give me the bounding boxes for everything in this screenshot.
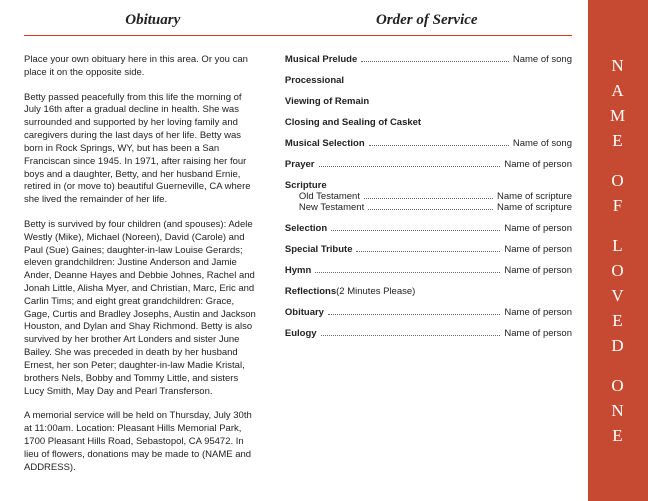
sidebar-letter: M (610, 106, 626, 126)
service-label: Old Testament (299, 191, 360, 202)
service-label: Musical Prelude (285, 54, 357, 65)
service-row: Selection Name of person (285, 223, 572, 234)
sidebar-letter: O (611, 171, 624, 191)
service-row: Eulogy Name of person (285, 328, 572, 339)
service-detail: Name of song (513, 138, 572, 149)
service-item: Reflections (2 Minutes Please) (285, 286, 572, 297)
sidebar-word: LOVED (611, 236, 624, 356)
service-label: Prayer (285, 159, 315, 170)
service-row: Musical Selection Name of song (285, 138, 572, 149)
obituary-paragraph: A memorial service will be held on Thurs… (24, 410, 259, 474)
service-detail: Name of person (504, 328, 572, 339)
service-item: Viewing of Remain (285, 96, 572, 107)
service-note: (2 Minutes Please) (336, 286, 415, 297)
obituary-paragraph: Betty is survived by four children (and … (24, 219, 259, 398)
dot-leader (319, 166, 501, 167)
service-row: Reflections (2 Minutes Please) (285, 286, 572, 297)
dot-leader (368, 209, 493, 210)
service-detail: Name of person (504, 307, 572, 318)
service-label: Eulogy (285, 328, 317, 339)
sidebar-word: ONE (611, 376, 624, 446)
service-label: Processional (285, 75, 344, 86)
dot-leader (331, 230, 500, 231)
dot-leader (369, 145, 509, 146)
main-panel: Obituary Order of Service Place your own… (0, 0, 588, 501)
service-row: Obituary Name of person (285, 307, 572, 318)
sidebar-word: NAME (610, 56, 626, 151)
dot-leader (361, 61, 509, 62)
service-label: New Testament (299, 202, 364, 213)
service-item: Closing and Sealing of Casket (285, 117, 572, 128)
dot-leader (315, 272, 500, 273)
columns: Place your own obituary here in this are… (24, 54, 572, 486)
service-row: Old Testament Name of scripture (285, 191, 572, 202)
service-label: Hymn (285, 265, 311, 276)
service-item: Musical Prelude Name of song (285, 54, 572, 65)
obituary-column: Place your own obituary here in this are… (24, 54, 259, 486)
service-detail: Name of song (513, 54, 572, 65)
service-column: Musical Prelude Name of song Processional V… (285, 54, 572, 486)
service-detail: Name of person (504, 265, 572, 276)
obituary-heading: Obituary (24, 12, 282, 29)
name-sidebar: NAMEOFLOVEDONE (588, 0, 648, 501)
service-detail: Name of person (504, 159, 572, 170)
service-row: Viewing of Remain (285, 96, 572, 107)
service-item: Obituary Name of person (285, 307, 572, 318)
sidebar-letter: V (611, 286, 624, 306)
service-row: Prayer Name of person (285, 159, 572, 170)
sidebar-letter: E (612, 426, 623, 446)
order-of-service-heading: Order of Service (282, 12, 572, 29)
sidebar-letter: N (611, 401, 624, 421)
service-item: Processional (285, 75, 572, 86)
dot-leader (321, 335, 501, 336)
service-label: Obituary (285, 307, 324, 318)
service-label: Reflections (285, 286, 336, 297)
sidebar-letter: A (611, 81, 624, 101)
sidebar-letter: L (612, 236, 623, 256)
obituary-paragraph: Betty passed peacefully from this life t… (24, 92, 259, 207)
service-item: Selection Name of person (285, 223, 572, 234)
service-item: Eulogy Name of person (285, 328, 572, 339)
dot-leader (356, 251, 500, 252)
sidebar-letter: O (611, 261, 624, 281)
service-row: Special Tribute Name of person (285, 244, 572, 255)
service-detail: Name of scripture (497, 202, 572, 213)
service-row: Musical Prelude Name of song (285, 54, 572, 65)
service-label: Musical Selection (285, 138, 365, 149)
service-item: Prayer Name of person (285, 159, 572, 170)
service-row: Hymn Name of person (285, 265, 572, 276)
sidebar-letter: E (612, 131, 623, 151)
service-row: New Testament Name of scripture (285, 202, 572, 213)
service-label: Closing and Sealing of Casket (285, 117, 421, 128)
service-detail: Name of scripture (497, 191, 572, 202)
service-label: Viewing of Remain (285, 96, 369, 107)
sidebar-word: OF (611, 171, 624, 216)
sidebar-letter: F (613, 196, 623, 216)
sidebar-letter: E (612, 311, 623, 331)
service-item: Special Tribute Name of person (285, 244, 572, 255)
service-detail: Name of person (504, 244, 572, 255)
service-item: Musical Selection Name of song (285, 138, 572, 149)
sidebar-letter: D (611, 336, 624, 356)
service-item: ScriptureOld TestamentName of scriptureN… (285, 180, 572, 213)
service-label: Scripture (285, 180, 327, 191)
service-detail: Name of person (504, 223, 572, 234)
service-label: Special Tribute (285, 244, 353, 255)
sidebar-letter: N (611, 56, 624, 76)
service-row: Scripture (285, 180, 572, 191)
headers-row: Obituary Order of Service (24, 12, 572, 36)
sidebar-letter: O (611, 376, 624, 396)
dot-leader (328, 314, 500, 315)
service-item: Hymn Name of person (285, 265, 572, 276)
dot-leader (364, 198, 493, 199)
service-label: Selection (285, 223, 327, 234)
service-row: Processional (285, 75, 572, 86)
service-row: Closing and Sealing of Casket (285, 117, 572, 128)
obituary-paragraph: Place your own obituary here in this are… (24, 54, 259, 80)
